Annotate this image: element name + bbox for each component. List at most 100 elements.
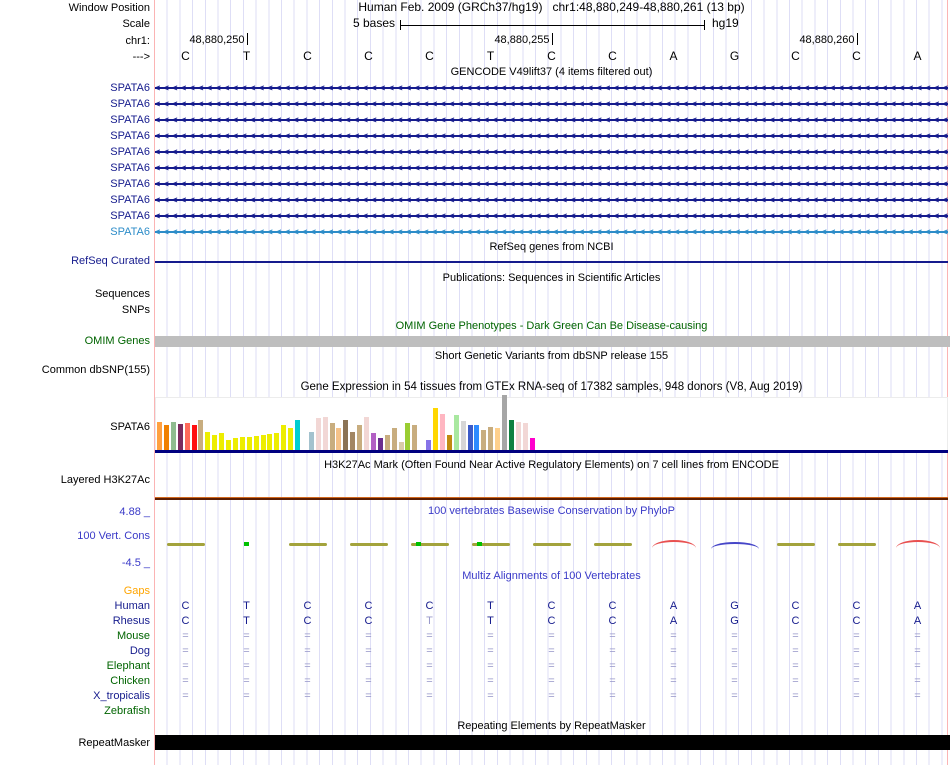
phylop-olive-dash (410, 543, 449, 546)
phylop-olive-dash (837, 543, 876, 546)
multiz-species-label[interactable]: Mouse (116, 630, 150, 642)
gtex-tissue-bar (364, 417, 369, 450)
gencode-gene-label[interactable]: SPATA6 (110, 210, 150, 222)
ruler-tick-mark (246, 33, 248, 45)
gtex-tissue-bar (350, 432, 356, 450)
gtex-tissue-bar (205, 432, 211, 450)
ruler-tick-mark (856, 33, 858, 45)
multiz-identity-mark: = (731, 660, 738, 672)
gene-intron-line[interactable] (155, 151, 948, 153)
assembly-tag: hg19 (712, 16, 739, 30)
base-letter: C (181, 49, 190, 63)
gtex-tissue-bar (274, 433, 280, 450)
multiz-base: C (364, 600, 373, 612)
multiz-species-label[interactable]: Human (114, 600, 150, 612)
repeatmasker-label[interactable]: RepeatMasker (78, 737, 150, 749)
multiz-identity-mark: = (670, 660, 677, 672)
gene-intron-line[interactable] (155, 231, 948, 233)
multiz-base: C (608, 600, 617, 612)
multiz-species-label[interactable]: Zebrafish (104, 705, 150, 717)
left-edge-guide (154, 0, 155, 765)
gtex-tissue-bar (433, 408, 438, 450)
base-letter: C (547, 49, 556, 63)
gtex-tissue-bar (267, 434, 273, 450)
gtex-tissue-bar (474, 425, 480, 450)
multiz-base: T (487, 615, 494, 627)
gtex-gene-label[interactable]: SPATA6 (110, 421, 150, 433)
phylop-olive-dash (776, 543, 815, 546)
multiz-identity-mark: = (426, 660, 433, 672)
gene-direction-arrows: <<<<<<<<<<<<<<<<<<<<<<<<<<<<<<<<<<<<<<<<… (155, 179, 948, 189)
gene-intron-line[interactable] (155, 167, 948, 169)
multiz-identity-mark: = (365, 630, 372, 642)
gene-intron-line[interactable] (155, 183, 948, 185)
sequences-label[interactable]: Sequences (94, 288, 150, 300)
gtex-tissue-bar (219, 433, 225, 450)
multiz-base: T (426, 615, 433, 627)
phylop-green-dot (476, 542, 482, 546)
gtex-tissue-bar (384, 435, 390, 450)
gene-intron-line[interactable] (155, 103, 948, 105)
gene-intron-line[interactable] (155, 199, 948, 201)
phylop-min-label: -4.5 _ (121, 557, 150, 569)
multiz-identity-mark: = (853, 660, 860, 672)
multiz-base: A (913, 615, 922, 627)
multiz-identity-mark: = (548, 630, 555, 642)
repeatmasker-track-title: Repeating Elements by RepeatMasker (457, 720, 646, 732)
h3k27ac-signal-baseline[interactable] (155, 497, 948, 500)
multiz-species-label[interactable]: Elephant (106, 660, 150, 672)
gencode-gene-label[interactable]: SPATA6 (110, 146, 150, 158)
gencode-gene-label[interactable]: SPATA6 (110, 114, 150, 126)
multiz-identity-mark: = (731, 690, 738, 702)
multiz-species-label[interactable]: Chicken (110, 675, 150, 687)
repeatmasker-element-bar[interactable] (155, 735, 950, 750)
multiz-identity-mark: = (182, 690, 189, 702)
gene-intron-line[interactable] (155, 215, 948, 217)
gene-intron-line[interactable] (155, 87, 948, 89)
gencode-gene-label[interactable]: SPATA6 (110, 130, 150, 142)
gencode-gene-label[interactable]: SPATA6 (110, 98, 150, 110)
gencode-gene-label[interactable]: SPATA6 (110, 162, 150, 174)
multiz-identity-mark: = (914, 660, 921, 672)
multiz-track-title: Multiz Alignments of 100 Vertebrates (462, 570, 641, 582)
multiz-species-label[interactable]: X_tropicalis (93, 690, 150, 702)
gtex-tissue-bar (232, 438, 238, 450)
multiz-identity-mark: = (609, 645, 616, 657)
multiz-species-label[interactable]: Rhesus (112, 615, 150, 627)
gtex-tissue-bar (412, 425, 418, 450)
multiz-identity-mark: = (731, 675, 738, 687)
refseq-curated-gene-bar[interactable] (155, 261, 948, 263)
omim-gene-bar[interactable] (155, 336, 950, 347)
multiz-identity-mark: = (243, 630, 250, 642)
refseq-curated-label[interactable]: RefSeq Curated (71, 255, 150, 267)
omim-genes-label[interactable]: OMIM Genes (84, 335, 150, 347)
gtex-tissue-bar (191, 425, 197, 450)
gene-intron-line[interactable] (155, 135, 948, 137)
base-letter: T (242, 49, 251, 63)
gencode-gene-label[interactable]: SPATA6 (110, 82, 150, 94)
base-letter: C (791, 49, 800, 63)
multiz-base: C (303, 615, 312, 627)
layered-h3k27ac-label[interactable]: Layered H3K27Ac (60, 474, 150, 486)
gene-direction-arrows: <<<<<<<<<<<<<<<<<<<<<<<<<<<<<<<<<<<<<<<<… (155, 195, 948, 205)
multiz-identity-mark: = (304, 660, 311, 672)
multiz-identity-mark: = (304, 675, 311, 687)
gene-direction-arrows: <<<<<<<<<<<<<<<<<<<<<<<<<<<<<<<<<<<<<<<<… (155, 211, 948, 221)
phylop-olive-dash (288, 543, 327, 546)
gene-intron-line[interactable] (155, 119, 948, 121)
multiz-species-label[interactable]: Gaps (123, 585, 150, 597)
gencode-gene-label[interactable]: SPATA6 (110, 226, 150, 238)
multiz-identity-mark: = (487, 675, 494, 687)
multiz-base: A (669, 600, 678, 612)
multiz-identity-mark: = (914, 675, 921, 687)
gtex-tissue-bar (184, 423, 190, 450)
common-dbsnp-label[interactable]: Common dbSNP(155) (41, 364, 150, 376)
gtex-tissue-bar (398, 442, 404, 450)
gtex-tissue-bar (481, 430, 487, 450)
gencode-gene-label[interactable]: SPATA6 (110, 178, 150, 190)
snps-label[interactable]: SNPs (121, 304, 150, 316)
multiz-species-label[interactable]: Dog (129, 645, 150, 657)
gencode-gene-label[interactable]: SPATA6 (110, 194, 150, 206)
multiz-identity-mark: = (304, 690, 311, 702)
vert-cons-label[interactable]: 100 Vert. Cons (77, 530, 150, 542)
